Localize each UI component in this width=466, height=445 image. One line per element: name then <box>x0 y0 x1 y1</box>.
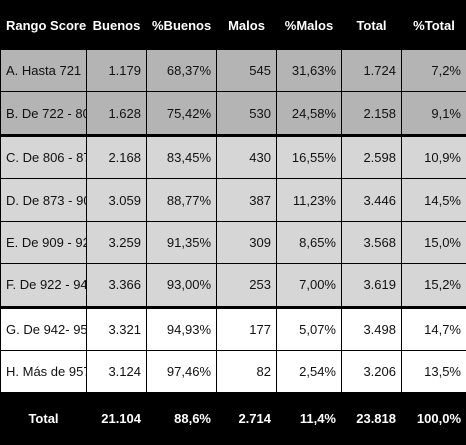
value-cell: 14,5% <box>401 178 466 222</box>
total-cell: 100,0% <box>401 392 466 445</box>
value-cell: 3.321 <box>86 305 147 352</box>
value-cell: 16,55% <box>276 133 342 180</box>
data-row: H. Más de 957 3.124 97,46% 82 2,54% 3.206 13,5… <box>0 350 466 394</box>
data-row: B. De 722 - 8051.62875,42%53024,58%2.158… <box>0 91 466 136</box>
value-cell: 15,0% <box>401 220 466 265</box>
header-cell: Total <box>341 0 402 50</box>
value-cell: 91,35% <box>146 220 217 265</box>
value-cell: 82 <box>216 350 277 394</box>
value-cell: 177 <box>216 305 277 352</box>
header-cell: Rango Score <box>0 0 87 50</box>
value-cell: 2.158 <box>341 91 402 136</box>
value-cell: 430 <box>216 133 277 180</box>
range-cell: A. Hasta 721 <box>0 48 87 93</box>
data-row: G. De 942- 956 3.321 94,93% 177 5,07% 3.498 14… <box>0 305 466 352</box>
range-cell: H. Más de 957 <box>0 350 87 394</box>
data-row: C. De 806 - 8722.16883,45%43016,55%2.598… <box>0 133 466 180</box>
value-cell: 545 <box>216 48 277 93</box>
value-cell: 83,45% <box>146 133 217 180</box>
value-cell: 1.628 <box>86 91 147 136</box>
value-cell: 387 <box>216 178 277 222</box>
header-cell: Buenos <box>86 0 147 50</box>
header-cell: Malos <box>216 0 277 50</box>
total-cell: 2.714 <box>216 392 277 445</box>
range-cell: E. De 909 - 921 <box>0 220 87 265</box>
value-cell: 7,00% <box>276 263 342 308</box>
value-cell: 3.446 <box>341 178 402 222</box>
range-cell: C. De 806 - 872 <box>0 133 87 180</box>
value-cell: 253 <box>216 263 277 308</box>
total-cell: 23.818 <box>341 392 402 445</box>
range-cell: G. De 942- 956 <box>0 305 87 352</box>
table-body: A. Hasta 721 1.179 68,37% 545 31,63% 1.724 7,2… <box>0 48 466 445</box>
total-cell: 88,6% <box>146 392 217 445</box>
range-cell: F. De 922 - 941 <box>0 263 87 308</box>
value-cell: 3.259 <box>86 220 147 265</box>
value-cell: 75,42% <box>146 91 217 136</box>
value-cell: 1.724 <box>341 48 402 93</box>
value-cell: 1.179 <box>86 48 147 93</box>
data-row: A. Hasta 721 1.179 68,37% 545 31,63% 1.724 7,2… <box>0 48 466 93</box>
value-cell: 2.598 <box>341 133 402 180</box>
value-cell: 15,2% <box>401 263 466 308</box>
value-cell: 11,23% <box>276 178 342 222</box>
value-cell: 309 <box>216 220 277 265</box>
header-cell: %Malos <box>276 0 342 50</box>
value-cell: 94,93% <box>146 305 217 352</box>
header-cell: %Total <box>401 0 466 50</box>
value-cell: 3.366 <box>86 263 147 308</box>
total-row: Total 21.104 88,6% 2.714 11,4% 23.818 100,0% <box>0 392 466 445</box>
value-cell: 97,46% <box>146 350 217 394</box>
header-cell: %Buenos <box>146 0 217 50</box>
header-row: Rango Score Buenos %Buenos Malos %Malos Total… <box>0 0 466 50</box>
value-cell: 24,58% <box>276 91 342 136</box>
value-cell: 3.059 <box>86 178 147 222</box>
total-cell: 21.104 <box>86 392 147 445</box>
value-cell: 8,65% <box>276 220 342 265</box>
value-cell: 3.124 <box>86 350 147 394</box>
value-cell: 14,7% <box>401 305 466 352</box>
value-cell: 7,2% <box>401 48 466 93</box>
value-cell: 3.619 <box>341 263 402 308</box>
value-cell: 2,54% <box>276 350 342 394</box>
total-cell: 11,4% <box>276 392 342 445</box>
range-cell: D. De 873 - 908 <box>0 178 87 222</box>
total-label: Total <box>0 392 87 445</box>
data-row: F. De 922 - 941 3.366 93,00% 253 7,00% 3.619 1… <box>0 263 466 308</box>
value-cell: 5,07% <box>276 305 342 352</box>
value-cell: 88,77% <box>146 178 217 222</box>
value-cell: 3.568 <box>341 220 402 265</box>
value-cell: 3.498 <box>341 305 402 352</box>
value-cell: 530 <box>216 91 277 136</box>
data-row: E. De 909 - 9213.25991,35%3098,65%3.5681… <box>0 220 466 265</box>
value-cell: 68,37% <box>146 48 217 93</box>
value-cell: 9,1% <box>401 91 466 136</box>
value-cell: 13,5% <box>401 350 466 394</box>
value-cell: 3.206 <box>341 350 402 394</box>
value-cell: 2.168 <box>86 133 147 180</box>
value-cell: 31,63% <box>276 48 342 93</box>
range-cell: B. De 722 - 805 <box>0 91 87 136</box>
value-cell: 93,00% <box>146 263 217 308</box>
value-cell: 10,9% <box>401 133 466 180</box>
data-row: D. De 873 - 9083.05988,77%38711,23%3.446… <box>0 178 466 222</box>
